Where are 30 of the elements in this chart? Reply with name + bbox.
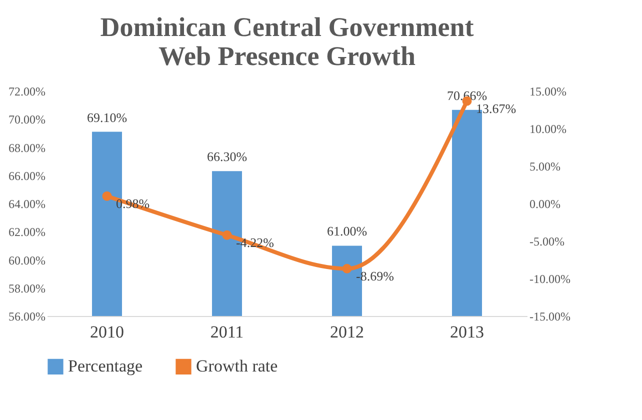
legend-label: Growth rate [196, 356, 278, 376]
y-tick-label: 60.00% [8, 253, 46, 268]
y2-tick-label: -15.00% [530, 310, 570, 324]
y-tick-label: 66.00% [8, 168, 46, 183]
data-label: 61.00% [326, 224, 368, 239]
legend-label: Percentage [68, 356, 143, 376]
point [342, 264, 352, 274]
x-tick-label: 2012 [330, 322, 364, 342]
x-tick-label: 2010 [90, 322, 124, 342]
y2-tick-label: -5.00% [530, 234, 564, 248]
y-tick-label: 62.00% [8, 225, 46, 240]
x-tick-label: 2011 [210, 322, 244, 342]
y-tick-label: 64.00% [8, 197, 46, 211]
y-tick-label: 58.00% [8, 281, 46, 296]
data-label: 66.30% [206, 149, 248, 164]
point [222, 230, 232, 240]
y2-tick-label: -10.00% [530, 272, 570, 286]
y-tick-label: 56.00% [8, 310, 46, 324]
y-tick-label: 68.00% [8, 140, 46, 155]
point [102, 191, 112, 201]
y2-tick-label: 5.00% [530, 160, 560, 174]
x-tick-label: 2013 [450, 322, 484, 342]
chart-title: Dominican Central Government Web Presence Growth [100, 12, 474, 71]
y2-tick-label: 15.00% [530, 84, 566, 98]
data-label: 13.67% [476, 100, 516, 116]
y-tick-label: 70.00% [8, 112, 46, 127]
y2-tick-label: 10.00% [530, 122, 566, 136]
data-label: 69.10% [86, 110, 128, 125]
y-tick-label: 72.00% [8, 84, 46, 98]
y2-tick-label: 0.00% [530, 197, 560, 211]
